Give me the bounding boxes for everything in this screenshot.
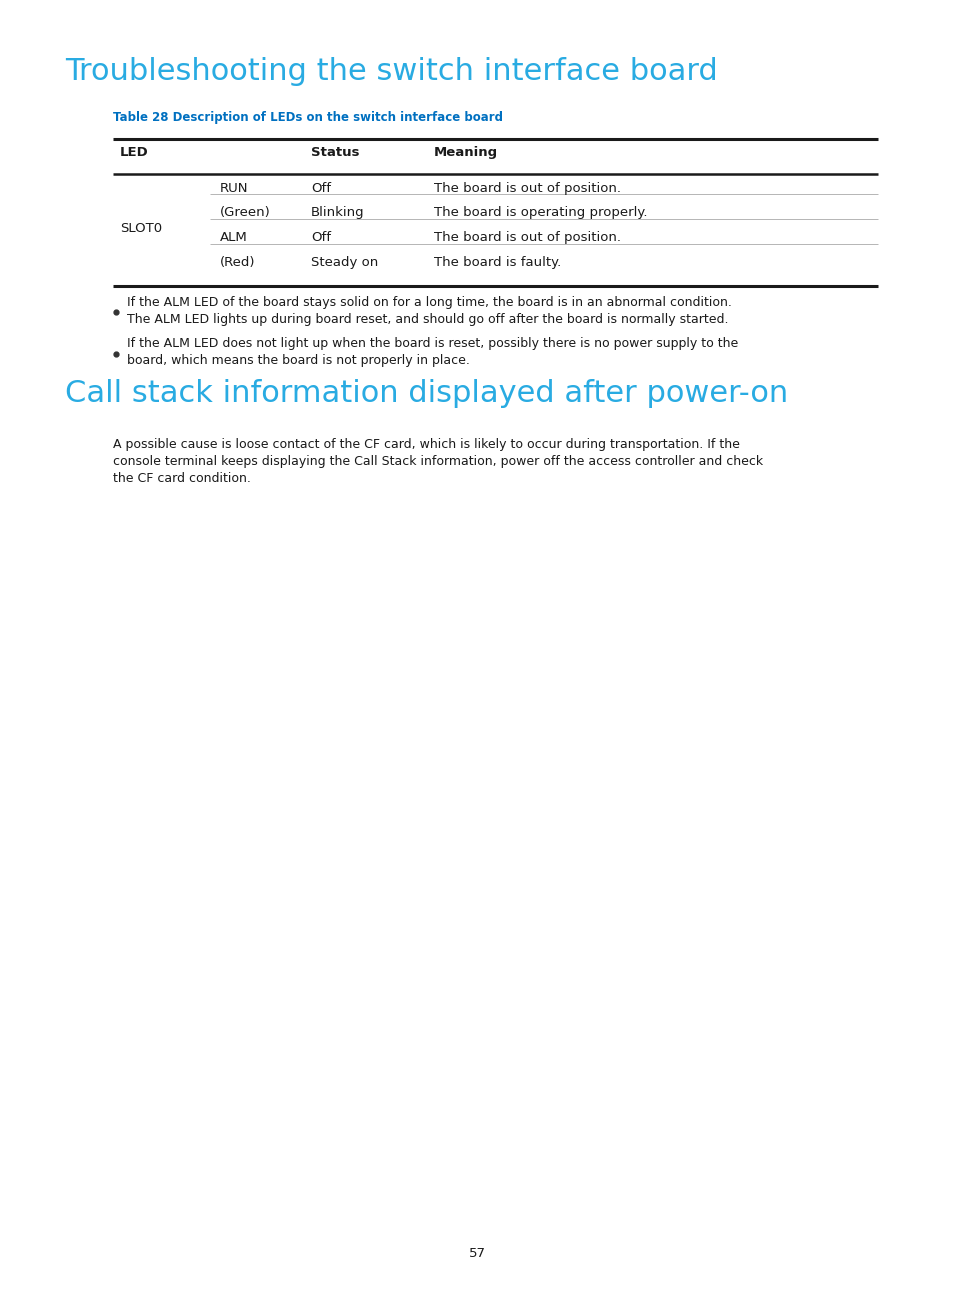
Text: Status: Status <box>311 145 359 158</box>
Text: Call stack information displayed after power-on: Call stack information displayed after p… <box>65 378 787 408</box>
Text: Table 28 Description of LEDs on the switch interface board: Table 28 Description of LEDs on the swit… <box>112 110 502 123</box>
Text: The board is out of position.: The board is out of position. <box>434 231 620 244</box>
Text: If the ALM LED of the board stays solid on for a long time, the board is in an a: If the ALM LED of the board stays solid … <box>127 295 731 308</box>
Text: ALM: ALM <box>219 231 247 244</box>
Text: Steady on: Steady on <box>311 255 377 268</box>
Text: Troubleshooting the switch interface board: Troubleshooting the switch interface boa… <box>65 57 717 87</box>
Text: 57: 57 <box>468 1247 485 1260</box>
Text: Off: Off <box>311 231 331 244</box>
Text: (Red): (Red) <box>219 255 254 268</box>
Text: The board is faulty.: The board is faulty. <box>434 255 560 268</box>
Text: SLOT0: SLOT0 <box>120 222 162 236</box>
Text: console terminal keeps displaying the Call Stack information, power off the acce: console terminal keeps displaying the Ca… <box>112 455 761 468</box>
Text: Blinking: Blinking <box>311 206 364 219</box>
Text: The board is operating properly.: The board is operating properly. <box>434 206 647 219</box>
Text: Meaning: Meaning <box>434 145 497 158</box>
Text: A possible cause is loose contact of the CF card, which is likely to occur durin: A possible cause is loose contact of the… <box>112 438 739 451</box>
Text: the CF card condition.: the CF card condition. <box>112 472 251 485</box>
Text: Off: Off <box>311 181 331 194</box>
Text: If the ALM LED does not light up when the board is reset, possibly there is no p: If the ALM LED does not light up when th… <box>127 337 738 350</box>
Text: LED: LED <box>120 145 149 158</box>
Text: board, which means the board is not properly in place.: board, which means the board is not prop… <box>127 354 469 367</box>
Text: The ALM LED lights up during board reset, and should go off after the board is n: The ALM LED lights up during board reset… <box>127 312 728 325</box>
Text: (Green): (Green) <box>219 206 270 219</box>
Text: RUN: RUN <box>219 181 248 194</box>
Text: The board is out of position.: The board is out of position. <box>434 181 620 194</box>
